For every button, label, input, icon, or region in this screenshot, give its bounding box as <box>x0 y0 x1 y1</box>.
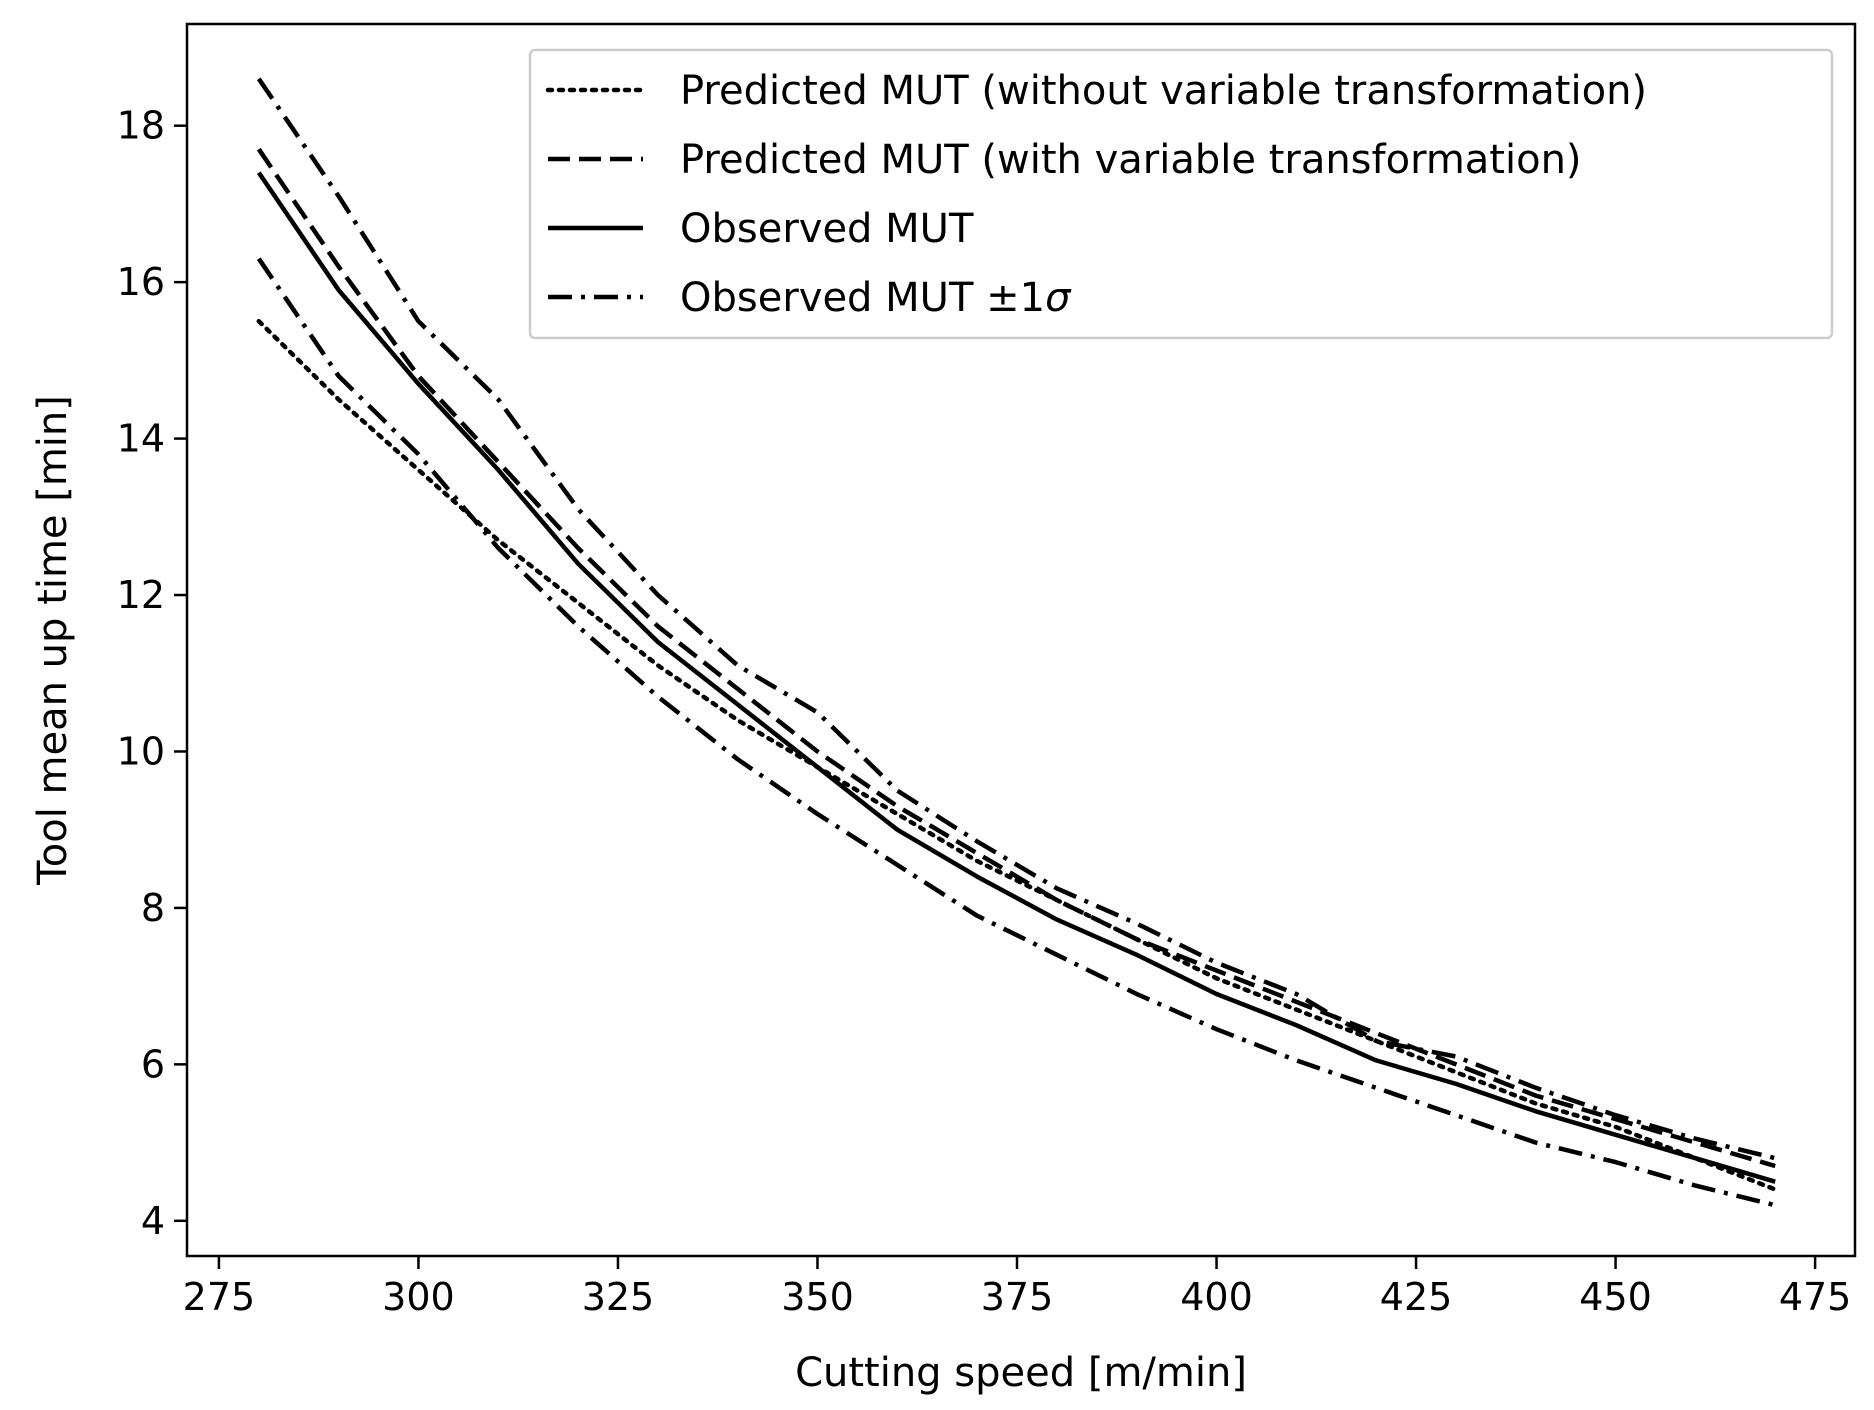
series-line-5 <box>256 257 1776 1208</box>
x-tick-label: 325 <box>582 1275 655 1319</box>
legend-label-1: Predicted MUT (without variable transfor… <box>680 68 1647 114</box>
y-tick-label: 4 <box>141 1199 165 1243</box>
series-line-2 <box>256 147 1776 1169</box>
y-tick-label: 10 <box>117 729 165 773</box>
y-tick-label: 18 <box>117 104 165 148</box>
x-tick-label: 475 <box>1779 1275 1852 1319</box>
y-tick-label: 14 <box>117 417 165 461</box>
legend-label-text: Observed MUT ±1 <box>680 275 1045 321</box>
series-line-3 <box>256 171 1776 1184</box>
x-tick-label: 425 <box>1380 1275 1453 1319</box>
legend-label-text: Predicted MUT (with variable transformat… <box>680 137 1582 183</box>
x-tick-label: 350 <box>781 1275 854 1319</box>
x-tick-label: 375 <box>981 1275 1054 1319</box>
legend-items: Predicted MUT (without variable transfor… <box>545 68 1647 321</box>
y-tick-label: 6 <box>141 1042 165 1086</box>
y-axis-label: Tool mean up time [min] <box>30 395 76 886</box>
legend-label-2: Predicted MUT (with variable transformat… <box>680 137 1582 183</box>
plot-frame <box>185 22 1857 1258</box>
legend: Predicted MUT (without variable transfor… <box>528 48 1834 340</box>
y-tick-label: 16 <box>117 260 165 304</box>
legend-label-text: Predicted MUT (without variable transfor… <box>680 68 1647 114</box>
series-line-4 <box>256 77 1776 1161</box>
x-axis: 275 300 325 350 375 400 425 450 475 <box>183 1256 1852 1319</box>
y-tick-label: 8 <box>141 886 165 930</box>
series-line-1 <box>256 318 1778 1192</box>
x-tick-label: 300 <box>382 1275 455 1319</box>
legend-label-4: Observed MUT ±1σ <box>680 275 1072 321</box>
x-tick-label: 400 <box>1180 1275 1253 1319</box>
legend-label-text: Observed MUT <box>680 206 974 252</box>
legend-label-sigma: σ <box>1045 275 1072 321</box>
legend-box <box>528 48 1834 340</box>
series-layer <box>256 77 1778 1208</box>
y-axis: 4 6 8 10 12 14 16 18 <box>117 104 187 1243</box>
legend-label-3: Observed MUT <box>680 206 974 252</box>
y-tick-label: 12 <box>117 573 165 617</box>
x-tick-label: 275 <box>183 1275 256 1319</box>
x-axis-label: Cutting speed [m/min] <box>795 1350 1247 1396</box>
x-tick-label: 450 <box>1579 1275 1652 1319</box>
